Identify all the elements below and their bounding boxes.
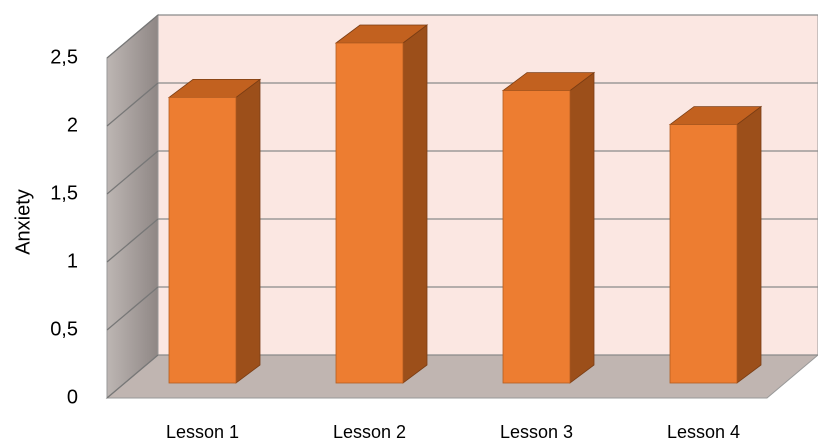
y-tick-label: 1 <box>67 250 78 272</box>
y-tick-label: 0 <box>67 386 78 408</box>
bar <box>335 42 404 384</box>
y-tick-label: 2,5 <box>50 46 78 68</box>
side-wall <box>106 13 159 400</box>
grid-line <box>106 354 159 399</box>
bar-side <box>569 71 595 384</box>
x-tick-label: Lesson 4 <box>667 422 740 441</box>
x-tick-label: Lesson 3 <box>500 422 573 441</box>
y-tick-label: 1,5 <box>50 182 78 204</box>
bar-side <box>235 78 261 384</box>
bar <box>168 97 237 384</box>
x-tick-label: Lesson 1 <box>166 422 239 441</box>
bar <box>502 90 571 384</box>
y-axis-title: Anxiety <box>12 189 34 255</box>
grid-line <box>106 14 159 59</box>
bar-side <box>402 24 428 384</box>
bar-side <box>736 105 762 384</box>
y-tick-label: 2 <box>67 114 78 136</box>
grid-line <box>106 150 159 195</box>
grid-line <box>106 218 159 263</box>
x-tick-label: Lesson 2 <box>333 422 406 441</box>
grid-line <box>106 82 159 127</box>
bar <box>669 124 738 384</box>
grid-line <box>106 286 159 331</box>
y-tick-label: 0,5 <box>50 318 78 340</box>
